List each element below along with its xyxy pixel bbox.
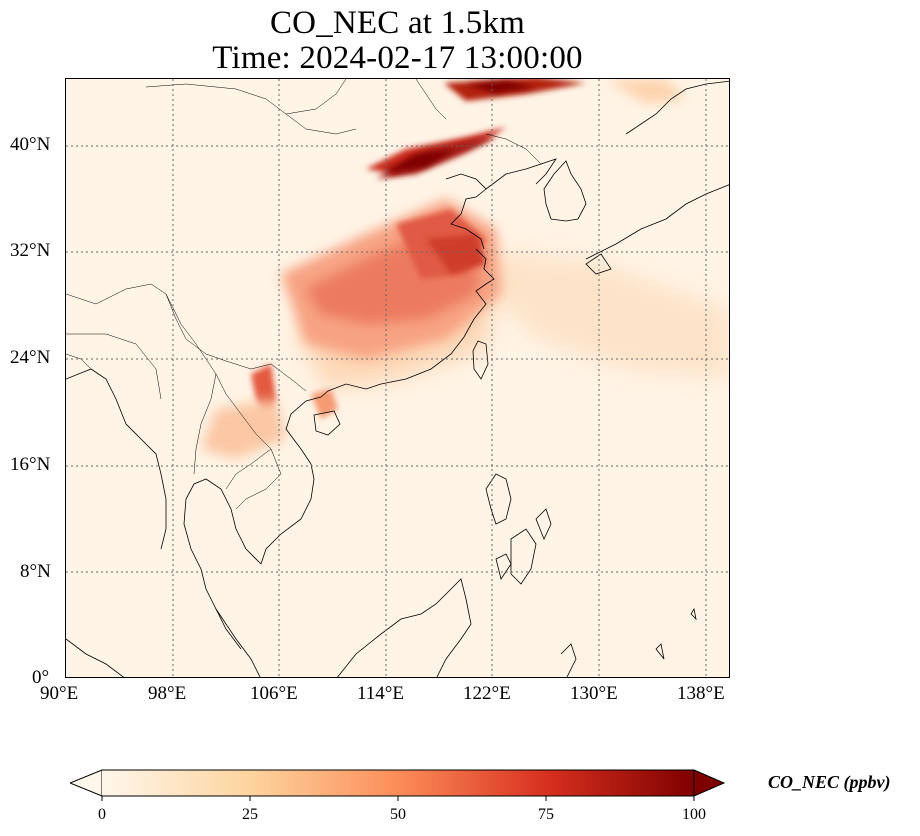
lat-tick-label: 24°N [10, 347, 51, 368]
graticule [66, 79, 729, 677]
lat-tick-label: 8°N [20, 561, 51, 582]
colorbar [68, 768, 726, 802]
colorbar-extend-max [693, 769, 726, 797]
colorbar-tick-label: 25 [242, 806, 258, 823]
lon-tick-label: 138°E [677, 683, 725, 704]
coastlines [66, 80, 729, 677]
colorbar-tick-label: 0 [98, 806, 106, 823]
map-panel [65, 78, 730, 678]
lat-tick-label: 0° [32, 667, 50, 688]
map-time-subtitle: Time: 2024-02-17 13:00:00 [212, 40, 583, 76]
lon-tick-label: 122°E [463, 683, 511, 704]
lon-tick-label: 90°E [40, 683, 79, 704]
country-borders [66, 79, 542, 510]
lon-tick-label: 114°E [357, 683, 404, 704]
colorbar-extend-min [68, 769, 103, 797]
lat-tick-label: 32°N [10, 240, 51, 261]
lat-tick-label: 40°N [10, 134, 51, 155]
co-concentration-field [66, 79, 729, 677]
map-canvas [66, 79, 729, 677]
colorbar-tick-label: 50 [390, 806, 406, 823]
lon-tick-label: 130°E [570, 683, 618, 704]
colorbar-tick-label: 75 [538, 806, 554, 823]
lat-tick-label: 16°N [10, 454, 51, 475]
lon-tick-label: 106°E [250, 683, 298, 704]
colorbar-label: CO_NEC (ppbv) [768, 772, 891, 792]
map-title: CO_NEC at 1.5km [269, 5, 526, 41]
colorbar-gradient [68, 769, 726, 801]
colorbar-tick-label: 100 [682, 806, 706, 823]
lon-tick-label: 98°E [148, 683, 187, 704]
